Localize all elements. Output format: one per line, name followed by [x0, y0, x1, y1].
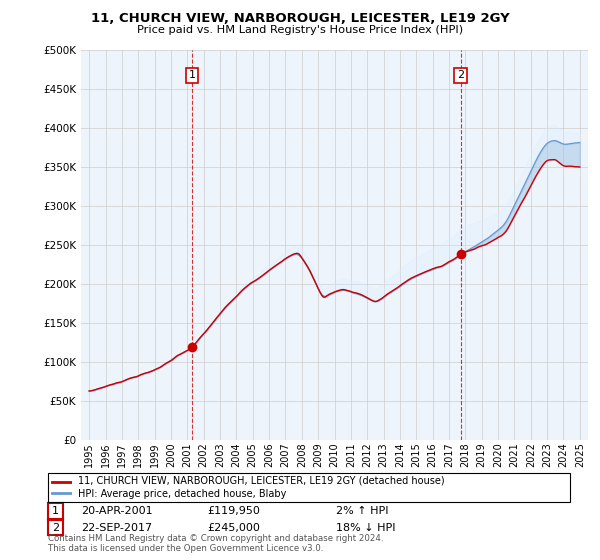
Text: 11, CHURCH VIEW, NARBOROUGH, LEICESTER, LE19 2GY: 11, CHURCH VIEW, NARBOROUGH, LEICESTER, …: [91, 12, 509, 25]
Text: HPI: Average price, detached house, Blaby: HPI: Average price, detached house, Blab…: [78, 489, 286, 500]
Text: 18% ↓ HPI: 18% ↓ HPI: [336, 522, 395, 533]
Text: 2: 2: [52, 522, 59, 533]
Text: Price paid vs. HM Land Registry's House Price Index (HPI): Price paid vs. HM Land Registry's House …: [137, 25, 463, 35]
Text: 1: 1: [52, 506, 59, 516]
Text: £119,950: £119,950: [207, 506, 260, 516]
Text: 2: 2: [457, 71, 464, 80]
Text: 22-SEP-2017: 22-SEP-2017: [81, 522, 152, 533]
Text: 20-APR-2001: 20-APR-2001: [81, 506, 152, 516]
Text: £245,000: £245,000: [207, 522, 260, 533]
Text: 1: 1: [189, 71, 196, 80]
Text: Contains HM Land Registry data © Crown copyright and database right 2024.
This d: Contains HM Land Registry data © Crown c…: [48, 534, 383, 553]
Text: 11, CHURCH VIEW, NARBOROUGH, LEICESTER, LE19 2GY (detached house): 11, CHURCH VIEW, NARBOROUGH, LEICESTER, …: [78, 475, 445, 486]
Text: 2% ↑ HPI: 2% ↑ HPI: [336, 506, 389, 516]
